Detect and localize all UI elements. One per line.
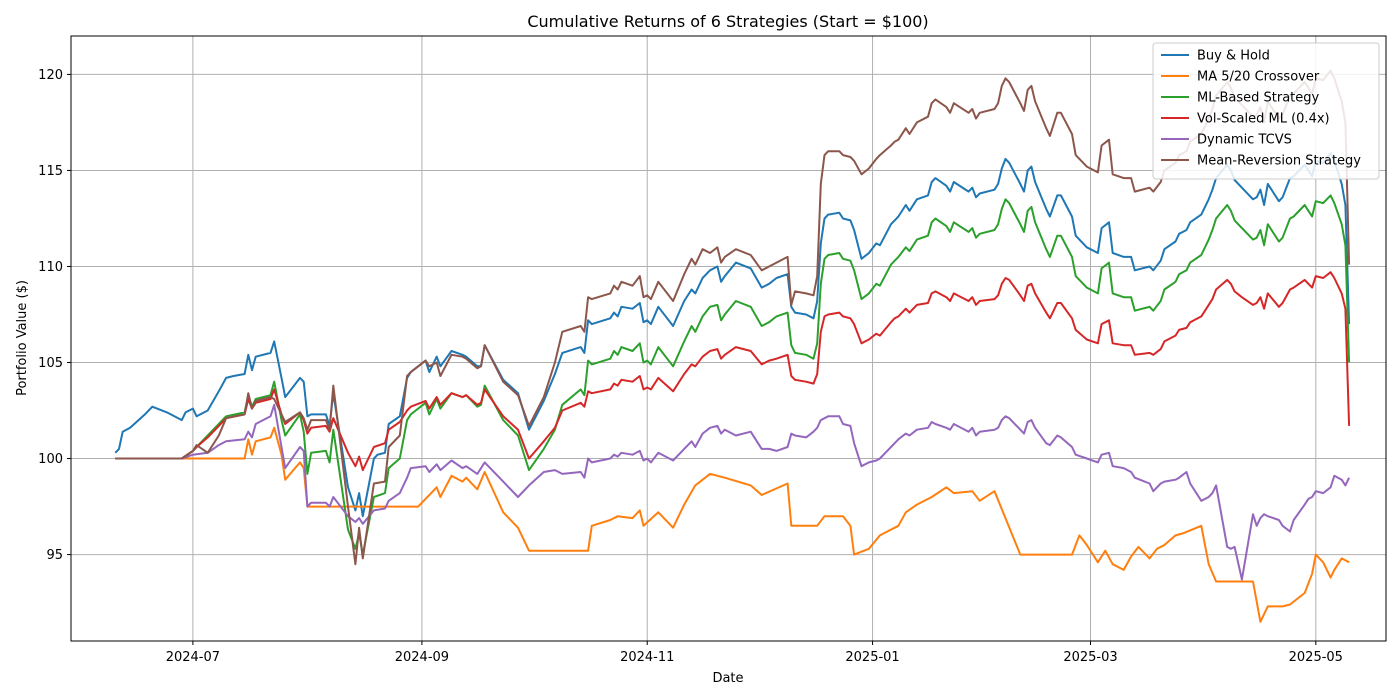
legend-label: ML-Based Strategy xyxy=(1197,91,1320,106)
series-line-3 xyxy=(115,194,1351,556)
y-tick-label: 95 xyxy=(46,548,63,563)
legend: Buy & Hold MA 5/20 Crossover ML-Based Stra… xyxy=(1152,42,1380,180)
y-axis: 95 100 105 110 115 120 xyxy=(38,68,71,563)
series-layer xyxy=(114,69,1351,623)
y-axis-label: Portfolio Value ($) xyxy=(15,280,30,396)
x-tick-label: 2024-11 xyxy=(620,650,674,665)
x-axis-label: Date xyxy=(712,671,743,686)
x-axis: 2024-07 2024-09 2024-11 2025-01 2025-03 2025-… xyxy=(166,641,1343,665)
x-tick-label: 2025-05 xyxy=(1289,650,1343,665)
legend-label: Dynamic TCVS xyxy=(1197,133,1292,148)
y-tick-label: 110 xyxy=(38,260,63,275)
legend-label: Buy & Hold xyxy=(1197,49,1270,64)
y-tick-label: 100 xyxy=(38,452,63,467)
y-tick-label: 120 xyxy=(38,68,63,83)
y-tick-label: 115 xyxy=(38,164,63,179)
series-line-4 xyxy=(115,271,1351,472)
legend-box xyxy=(1152,42,1380,180)
x-tick-label: 2025-03 xyxy=(1063,650,1117,665)
series-line-5 xyxy=(115,403,1351,581)
plot-frame xyxy=(70,35,1387,642)
legend-label: Mean-Reversion Strategy xyxy=(1197,154,1361,169)
x-tick-label: 2024-09 xyxy=(395,650,449,665)
y-tick-label: 105 xyxy=(38,356,63,371)
x-tick-label: 2024-07 xyxy=(166,650,220,665)
series-line-2 xyxy=(115,426,1350,623)
legend-label: Vol-Scaled ML (0.4x) xyxy=(1197,112,1330,127)
x-tick-label: 2025-01 xyxy=(845,650,899,665)
chart-title: Cumulative Returns of 6 Strategies (Star… xyxy=(527,12,928,31)
legend-label: MA 5/20 Crossover xyxy=(1197,70,1320,85)
